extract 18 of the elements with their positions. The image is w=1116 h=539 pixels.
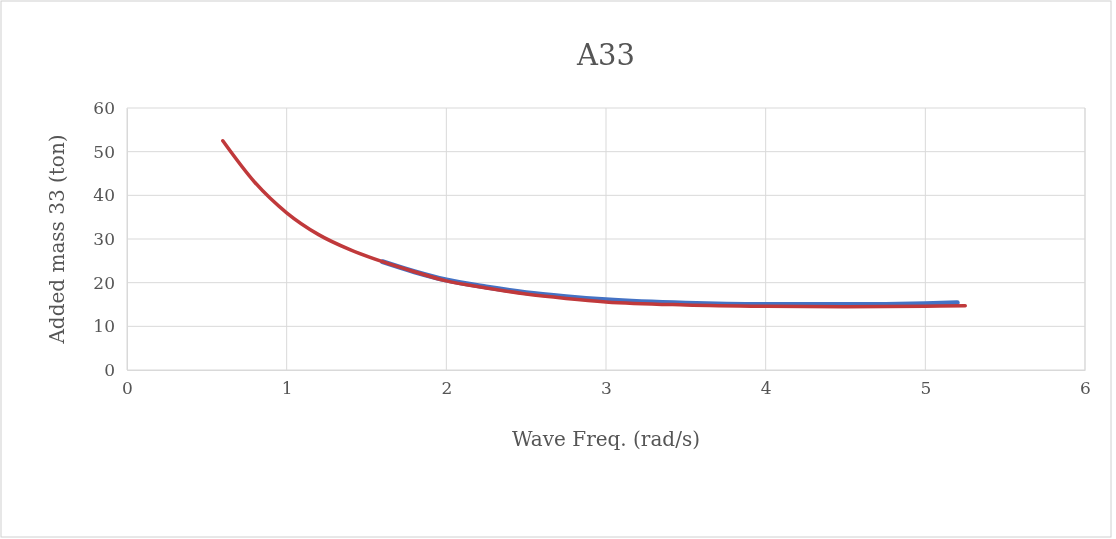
- x-tick-label: 1: [281, 378, 293, 399]
- x-tick-label: 3: [601, 378, 612, 399]
- x-tick-label: 6: [1080, 378, 1091, 399]
- y-tick-label: 60: [93, 97, 115, 118]
- chart-title: A33: [576, 38, 635, 72]
- x-tick-label: 2: [441, 378, 453, 399]
- x-axis-title: Wave Freq. (rad/s): [512, 427, 700, 451]
- y-tick-label: 40: [93, 185, 115, 206]
- x-tick-label: 5: [920, 378, 932, 399]
- x-tick-label: 0: [122, 378, 133, 399]
- line-series: [221, 139, 967, 309]
- y-tick-label: 10: [93, 316, 115, 337]
- x-tick-label: 4: [760, 378, 772, 399]
- y-tick-label: 20: [93, 272, 115, 293]
- y-tick-label: 30: [93, 228, 115, 249]
- y-axis-title: Added mass 33 (ton): [45, 134, 69, 345]
- y-tick-label: 50: [93, 141, 115, 162]
- y-tick-label: 0: [104, 359, 115, 380]
